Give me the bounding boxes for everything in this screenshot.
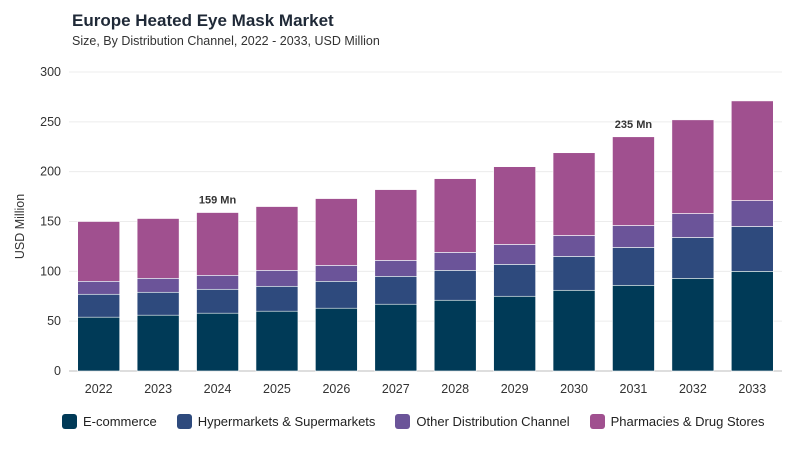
bar-segment [374, 276, 418, 305]
bar-segment [730, 271, 774, 372]
bar-segment [433, 252, 477, 271]
x-tick-label: 2032 [679, 382, 707, 396]
y-axis-title: USD Million [13, 194, 27, 259]
legend-swatch-other [395, 414, 411, 429]
y-tick-label: 100 [40, 264, 61, 278]
bar-segment [612, 225, 655, 248]
bar-segment [196, 312, 239, 372]
y-tick-label: 0 [54, 364, 61, 378]
bar-segment [255, 285, 299, 312]
bar-segment [136, 291, 180, 316]
bar-segment [315, 307, 358, 372]
bar-segment [493, 166, 536, 245]
bar-segment [255, 270, 299, 287]
bar-segment [196, 275, 239, 290]
bar-segment [255, 310, 299, 372]
data-annotation: 235 Mn [615, 119, 653, 131]
bar-segment [374, 260, 418, 277]
legend-item-other: Other Distribution Channel [395, 414, 570, 429]
bar-segment [493, 295, 536, 372]
bar-segment [77, 293, 121, 318]
legend-label-pharmacies: Pharmacies & Drug Stores [610, 414, 765, 429]
bar-segment [493, 244, 536, 265]
bar-segment [315, 280, 358, 309]
bar-segment [433, 299, 477, 372]
x-tick-label: 2029 [501, 382, 529, 396]
x-tick-label: 2024 [204, 382, 232, 396]
legend-item-hypermarkets: Hypermarkets & Supermarkets [176, 414, 376, 429]
bar-segment [552, 256, 596, 291]
x-tick-label: 2025 [263, 382, 291, 396]
bar-segment [77, 221, 121, 282]
legend-label-hypermarkets: Hypermarkets & Supermarkets [197, 414, 376, 429]
legend-item-pharmacies: Pharmacies & Drug Stores [589, 414, 765, 429]
legend-swatch-hypermarkets [176, 414, 192, 429]
bar-segment [255, 206, 299, 271]
bar-segment [374, 189, 418, 261]
bar-segment [671, 278, 715, 372]
bar-segment [671, 237, 715, 279]
bar-segment [552, 235, 596, 257]
bar-segment [671, 213, 715, 238]
bar-segment [552, 289, 596, 372]
x-tick-label: 2028 [441, 382, 469, 396]
y-tick-label: 50 [47, 314, 61, 328]
data-annotation: 159 Mn [199, 195, 237, 207]
bar-segment [315, 265, 358, 282]
bar-segment [612, 136, 655, 226]
bar-segment [730, 200, 774, 227]
bar-segment [77, 280, 121, 295]
chart-subtitle: Size, By Distribution Channel, 2022 - 20… [72, 34, 380, 48]
x-tick-label: 2033 [738, 382, 766, 396]
x-tick-label: 2022 [85, 382, 113, 396]
bar-segment [136, 314, 180, 372]
bar-segment [612, 284, 655, 372]
bar-segment [671, 119, 715, 214]
legend-item-ecommerce: E-commerce [62, 414, 157, 429]
bar-segment [196, 288, 239, 314]
bar-segment [196, 212, 239, 276]
x-tick-label: 2030 [560, 382, 588, 396]
bar-segment [730, 100, 774, 201]
bar-segment [433, 270, 477, 301]
y-tick-label: 300 [40, 65, 61, 79]
bar-segment [77, 316, 121, 372]
bar-segment [612, 247, 655, 286]
legend-swatch-pharmacies [589, 414, 605, 429]
x-tick-label: 2023 [144, 382, 172, 396]
legend-swatch-ecommerce [62, 414, 77, 429]
y-tick-label: 250 [40, 115, 61, 129]
bar-segment [493, 264, 536, 297]
chart-title: Europe Heated Eye Mask Market [72, 11, 334, 30]
legend-label-other: Other Distribution Channel [416, 414, 570, 429]
bar-segment [730, 226, 774, 272]
x-tick-label: 2026 [322, 382, 350, 396]
x-tick-label: 2031 [620, 382, 648, 396]
bar-segment [374, 303, 418, 372]
chart-legend: E-commerce Hypermarkets & Supermarkets O… [62, 414, 785, 429]
bar-segment [552, 152, 596, 236]
legend-label-ecommerce: E-commerce [83, 414, 157, 429]
bar-segment [136, 278, 180, 293]
y-tick-label: 150 [40, 215, 61, 229]
bar-segment [433, 178, 477, 253]
y-tick-label: 200 [40, 165, 61, 179]
bar-segment [315, 198, 358, 266]
x-tick-label: 2027 [382, 382, 410, 396]
bar-segment [136, 218, 180, 279]
